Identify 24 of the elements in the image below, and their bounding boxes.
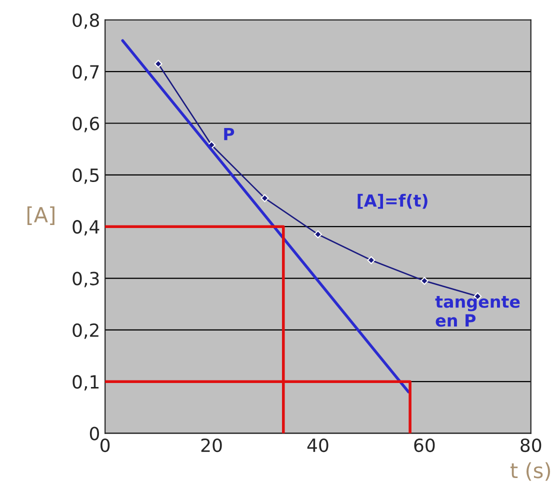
point — [154, 60, 162, 68]
y-tick-label: 0,7 — [72, 65, 99, 81]
x-tick-label: 80 — [520, 438, 542, 452]
y-tick-label: 0,3 — [72, 272, 99, 288]
annotation: [A]=f(t) — [358, 194, 428, 209]
x-tick-label: 20 — [201, 438, 222, 452]
y-tick-label: 0,4 — [72, 220, 100, 236]
x-axis-title: t (s) — [510, 462, 550, 481]
y-tick-label: 0,2 — [72, 323, 98, 339]
y-axis-title: [A] — [27, 206, 54, 226]
annotation: P — [224, 128, 234, 140]
y-tick-label: 0,8 — [72, 13, 99, 29]
y-tick-label: 0 — [90, 426, 100, 440]
point — [260, 194, 269, 202]
annotation: tangente en P — [435, 296, 520, 327]
point — [314, 230, 322, 238]
y-tick-label: 0,1 — [72, 375, 99, 391]
point — [420, 276, 428, 285]
y-tick-label: 0,6 — [72, 116, 100, 132]
x-tick-label: 40 — [307, 438, 328, 452]
x-tick-label: 0 — [100, 438, 110, 452]
x-tick-label: 60 — [414, 438, 435, 452]
y-tick-label: 0,5 — [72, 168, 99, 184]
point — [367, 256, 376, 264]
